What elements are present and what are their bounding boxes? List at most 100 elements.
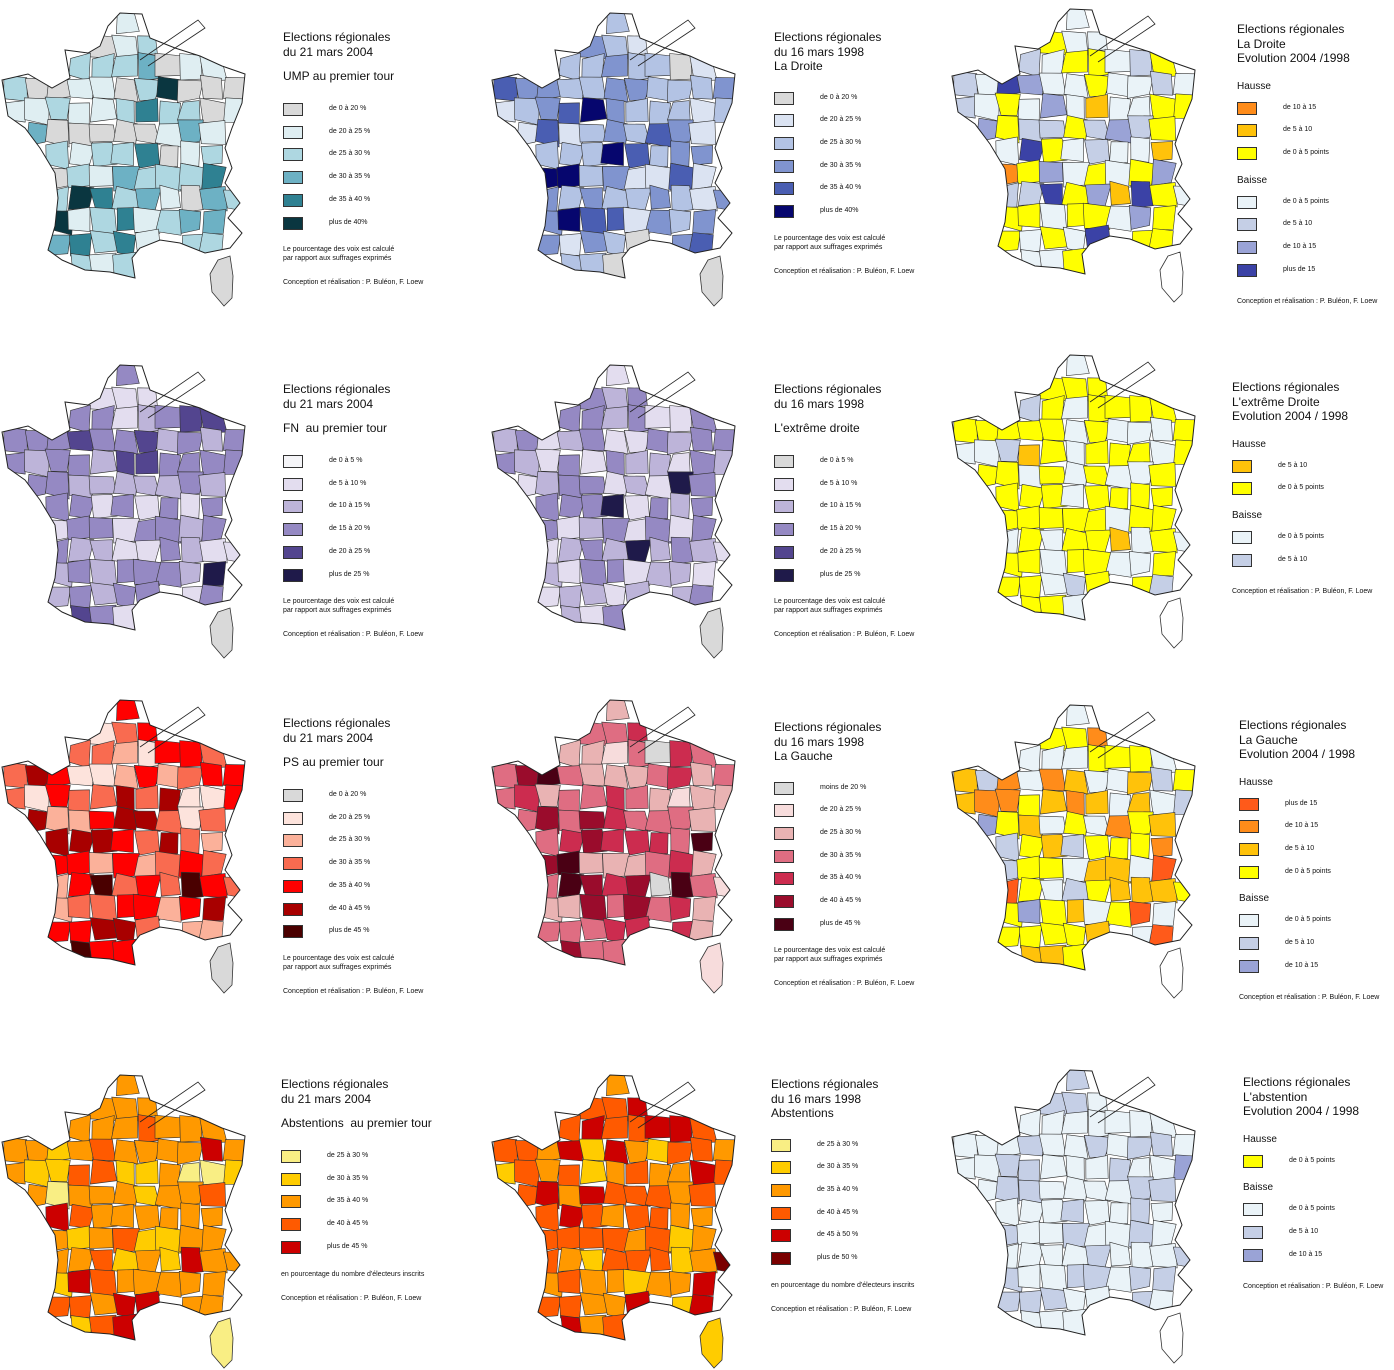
department-region: [644, 1225, 674, 1254]
legend-label: de 5 à 10: [1289, 1227, 1319, 1235]
legend-label: plus de 25 %: [329, 570, 370, 578]
department-region: [1104, 744, 1134, 769]
department-region: [558, 404, 581, 434]
department-region: [1019, 575, 1042, 599]
department-region: [690, 1207, 714, 1228]
department-region: [202, 209, 227, 235]
department-region: [559, 920, 582, 944]
department-region: [1062, 226, 1087, 252]
department-region: [180, 871, 204, 900]
department-region: [1083, 1180, 1111, 1202]
department-region: [111, 34, 139, 60]
department-region: [178, 208, 202, 234]
department-region: [514, 97, 540, 126]
department-region: [606, 365, 630, 387]
department-region: [159, 1246, 181, 1272]
department-region: [1038, 815, 1067, 835]
title-line: Elections régionales: [283, 716, 391, 730]
department-region: [176, 431, 204, 455]
legend-swatch: [774, 455, 794, 468]
legend-swatch: [281, 1150, 301, 1163]
department-region: [994, 438, 1021, 463]
map-legend: Elections régionales du 21 mars 2004 UMP a…: [283, 30, 423, 286]
legend-label: de 35 à 40 %: [820, 874, 862, 882]
department-region: [66, 515, 92, 541]
department-region: [155, 561, 182, 588]
department-region: [1085, 1155, 1109, 1180]
legend-label: de 40 à 45 %: [820, 897, 862, 904]
department-region: [1127, 461, 1154, 487]
department-region: [132, 1268, 162, 1296]
department-region: [691, 1224, 717, 1253]
department-region: [1038, 857, 1064, 879]
france-choropleth-map: [1, 699, 246, 994]
legend-swatch: [771, 1229, 791, 1243]
department-region: [200, 1207, 224, 1228]
department-region: [648, 787, 672, 813]
department-region: [1038, 161, 1064, 183]
department-region: [45, 119, 70, 148]
department-region: [66, 850, 92, 876]
legend-label: de 5 à 10 %: [329, 479, 367, 487]
paris-inset-pointer: [629, 19, 696, 67]
department-region: [176, 1141, 204, 1165]
department-region: [177, 806, 204, 832]
map-legend: Elections régionales du 16 mars 1998 L'ext…: [774, 382, 914, 638]
france-choropleth-map: [1, 1074, 246, 1369]
department-region: [994, 92, 1021, 117]
note-line: par rapport aux suffrages exprimés: [774, 243, 883, 251]
department-region: [89, 449, 118, 475]
department-region: [557, 102, 580, 126]
map-title: Elections régionales du 21 mars 2004: [283, 30, 394, 59]
legend-label: de 40 à 45 %: [329, 904, 371, 912]
department-region: [155, 896, 182, 923]
department-region: [1039, 922, 1068, 946]
note-line: en pourcentage du nombre d'électeurs ins…: [281, 1270, 425, 1278]
department-region: [1019, 483, 1046, 509]
department-region: [1082, 898, 1112, 926]
department-region: [1150, 837, 1174, 858]
department-region: [666, 766, 694, 790]
department-region: [578, 428, 606, 452]
department-region: [600, 828, 624, 853]
department-region: [666, 431, 694, 455]
france-choropleth-map: [951, 1069, 1196, 1364]
legend-swatch: [283, 148, 303, 162]
department-region: [995, 115, 1020, 144]
legend-swatch: [771, 1183, 791, 1197]
map-title: Elections régionales du 21 mars 2004: [281, 1077, 432, 1106]
department-region: [1019, 137, 1046, 163]
department-region: [644, 404, 674, 429]
department-region: [669, 740, 693, 768]
department-region: [201, 1224, 227, 1253]
legend-swatch: [283, 879, 303, 893]
department-region: [112, 1313, 138, 1340]
department-region: [1038, 72, 1066, 96]
title-line: Evolution 2004 / 1998: [1239, 747, 1356, 761]
department-region: [156, 76, 181, 102]
legend-label: de 40 à 45 %: [327, 1220, 369, 1228]
department-region: [602, 603, 628, 630]
department-region: [691, 162, 717, 191]
department-region: [1019, 833, 1046, 859]
department-region: [1149, 70, 1173, 96]
map-title: Elections régionales du 21 mars 2004: [283, 716, 390, 745]
department-region: [669, 405, 693, 433]
title-line: du 21 mars 2004: [283, 44, 374, 59]
department-region: [67, 206, 91, 232]
title-line: Elections régionales: [1243, 1075, 1351, 1089]
department-region: [1017, 794, 1040, 818]
france-choropleth-map: [1, 364, 246, 659]
department-region: [648, 452, 672, 478]
department-region: [180, 184, 204, 213]
map-subtitle: PS au premier tour: [283, 755, 384, 769]
note-line: Le pourcentage des voix est calculé: [774, 234, 886, 242]
department-region: [535, 140, 560, 170]
department-region: [90, 1203, 118, 1229]
department-region: [692, 896, 717, 922]
title-line: du 16 mars 1998: [771, 1091, 862, 1106]
legend-swatch: [774, 568, 794, 582]
department-region: [995, 461, 1020, 490]
department-region: [601, 54, 628, 78]
department-region: [44, 96, 71, 121]
